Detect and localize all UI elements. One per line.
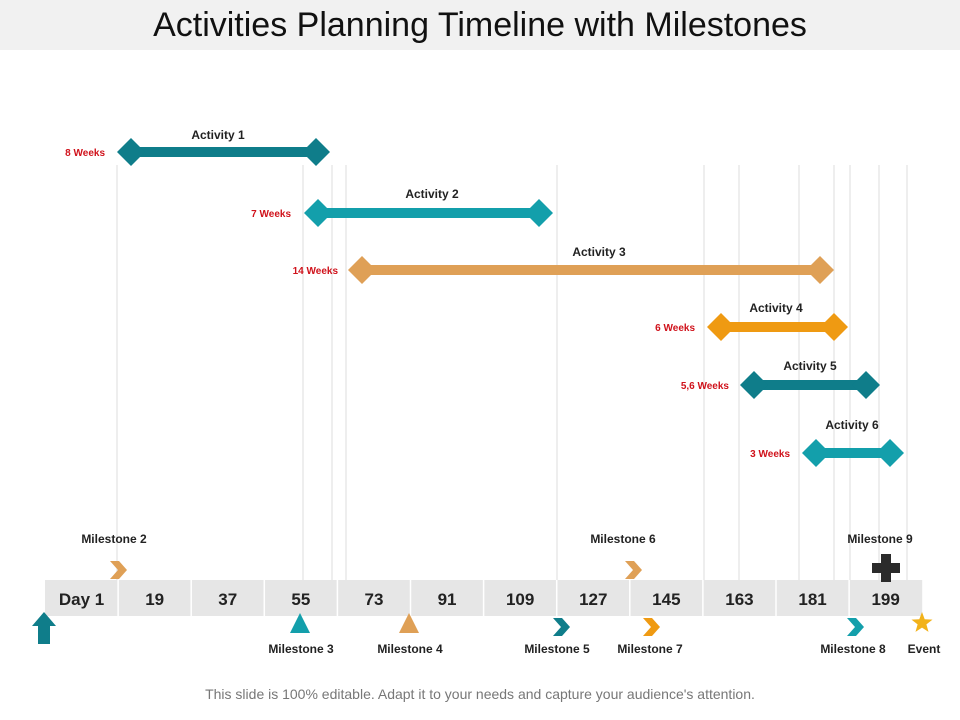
title-band [0, 0, 960, 50]
triangle-up-icon [290, 613, 310, 633]
chevron-right-icon [643, 618, 660, 636]
end-diamond-icon [806, 256, 834, 284]
milestone-label: Milestone 5 [524, 642, 590, 656]
activity-bar [131, 147, 316, 157]
page-title: Activities Planning Timeline with Milest… [153, 6, 807, 44]
chevron-right-icon [553, 618, 570, 636]
end-diamond-icon [852, 371, 880, 399]
axis-label: 163 [725, 590, 753, 609]
activity-duration: 8 Weeks [65, 148, 105, 159]
axis-label: 109 [506, 590, 534, 609]
guide-lines [116, 165, 908, 580]
chevron-right-icon [110, 561, 127, 579]
activity-label: Activity 2 [405, 187, 459, 201]
activity-duration: 14 Weeks [293, 266, 339, 277]
axis-label: 55 [291, 590, 310, 609]
star-icon [911, 612, 933, 632]
axis-label: 37 [218, 590, 237, 609]
milestone-label: Milestone 2 [81, 532, 147, 546]
activity-label: Activity 1 [191, 128, 245, 142]
activity-duration: 5,6 Weeks [681, 381, 730, 392]
activity-bar [754, 380, 866, 390]
end-diamond-icon [876, 439, 904, 467]
start-diamond-icon [740, 371, 768, 399]
activity-duration: 6 Weeks [655, 323, 695, 334]
activity-label: Activity 4 [749, 301, 803, 315]
activity-6: Activity 6 3 Weeks [750, 418, 904, 467]
start-diamond-icon [802, 439, 830, 467]
milestone-label: Milestone 8 [820, 642, 886, 656]
start-diamond-icon [348, 256, 376, 284]
milestone-label: Milestone 6 [590, 532, 656, 546]
activity-bar [362, 265, 820, 275]
milestone-label: Milestone 3 [268, 642, 334, 656]
milestone-label: Milestone 4 [377, 642, 443, 656]
activity-3: Activity 3 14 Weeks [293, 245, 834, 284]
activity-4: Activity 4 6 Weeks [655, 301, 848, 341]
axis-label: 19 [145, 590, 164, 609]
footer-note: This slide is 100% editable. Adapt it to… [205, 686, 755, 702]
axis-label: 91 [438, 590, 457, 609]
start-diamond-icon [707, 313, 735, 341]
milestone-label: Milestone 7 [617, 642, 683, 656]
axis-label: 127 [579, 590, 607, 609]
triangle-up-icon [399, 613, 419, 633]
start-diamond-icon [117, 138, 145, 166]
activity-1: Activity 1 8 Weeks [65, 128, 330, 166]
day-axis: Day 1 19 37 55 73 91 109 127 145 163 181 199 [45, 580, 923, 616]
activity-2: Activity 2 7 Weeks [251, 187, 553, 227]
chevron-right-icon [625, 561, 642, 579]
milestone-markers [32, 554, 933, 644]
activity-label: Activity 5 [783, 359, 837, 373]
end-diamond-icon [302, 138, 330, 166]
axis-label: 145 [652, 590, 680, 609]
activity-duration: 3 Weeks [750, 449, 790, 460]
axis-label: 181 [798, 590, 826, 609]
activity-duration: 7 Weeks [251, 209, 291, 220]
activity-5: Activity 5 5,6 Weeks [681, 359, 880, 399]
start-diamond-icon [304, 199, 332, 227]
activity-label: Activity 6 [825, 418, 879, 432]
milestone-label: Milestone 9 [847, 532, 913, 546]
axis-label: 73 [364, 590, 383, 609]
end-diamond-icon [525, 199, 553, 227]
activity-bar [318, 208, 539, 218]
end-diamond-icon [820, 313, 848, 341]
axis-label: 199 [871, 590, 899, 609]
plus-icon [872, 554, 900, 582]
milestone-label: Event [908, 642, 941, 656]
plus-horizontal [872, 563, 900, 573]
activity-bar [721, 322, 834, 332]
activity-label: Activity 3 [572, 245, 626, 259]
chevron-right-icon [847, 618, 864, 636]
arrow-up-icon [32, 612, 56, 644]
activity-bar [816, 448, 890, 458]
axis-label: Day 1 [59, 590, 104, 609]
